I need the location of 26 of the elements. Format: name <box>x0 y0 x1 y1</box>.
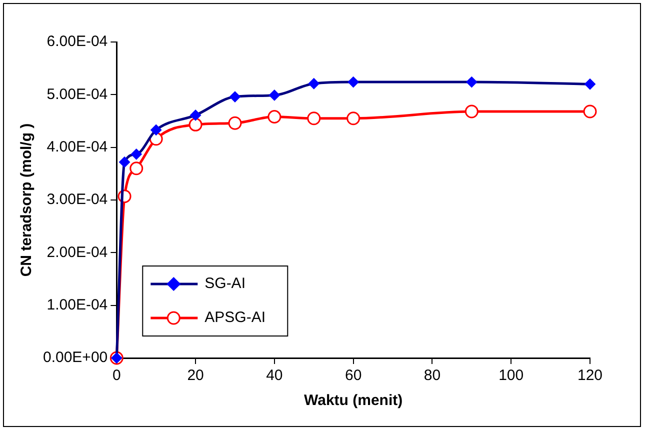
point <box>346 112 360 126</box>
point <box>307 112 321 126</box>
y-tick-label: 2.00E-04 <box>46 244 108 261</box>
x-axis-title: Waktu (menit) <box>304 392 403 410</box>
x-tick-label: 20 <box>187 367 204 384</box>
y-tick-label: 6.00E-04 <box>46 33 108 50</box>
y-tick-label: 3.00E-04 <box>46 191 108 208</box>
y-tick-label: 5.00E-04 <box>46 86 108 103</box>
y-tick-label: 0.00E+00 <box>42 349 108 366</box>
y-axis-title: CN teradsorp (mol/g ) <box>18 123 36 277</box>
legend-label: APSG-AI <box>204 309 266 326</box>
x-tick-label: 40 <box>266 367 283 384</box>
x-tick-label: 80 <box>424 367 441 384</box>
x-tick-label: 60 <box>344 367 362 384</box>
x-tick-label: 100 <box>498 367 524 384</box>
point <box>130 162 144 176</box>
x-tick-label: 120 <box>577 367 603 384</box>
y-tick-label: 4.00E-04 <box>46 138 108 156</box>
point <box>188 118 202 132</box>
point <box>464 104 478 118</box>
x-tick-label: 0 <box>112 367 121 384</box>
point <box>228 116 242 130</box>
legend-label: SG-AI <box>204 275 246 292</box>
y-tick-label: 1.00E-04 <box>46 296 108 314</box>
point <box>583 104 597 118</box>
point <box>268 110 282 124</box>
